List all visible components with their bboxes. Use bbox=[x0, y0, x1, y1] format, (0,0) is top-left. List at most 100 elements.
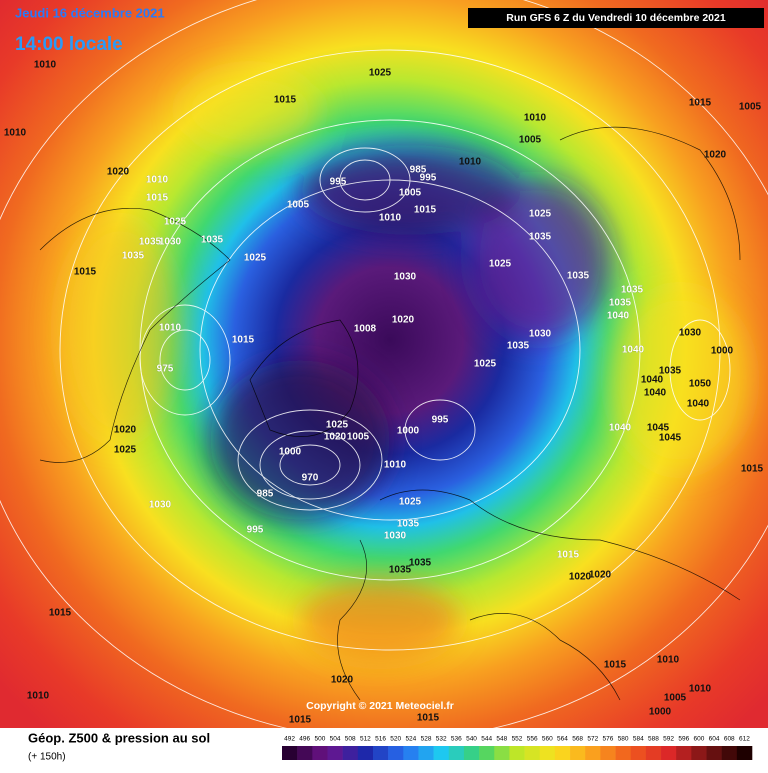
pressure-label: 1010 bbox=[27, 691, 50, 702]
colorbar-swatch bbox=[372, 746, 389, 760]
colorbar-swatch bbox=[630, 746, 647, 760]
pressure-label: 1005 bbox=[664, 693, 687, 704]
colorbar-label: 596 bbox=[678, 736, 689, 743]
pressure-label: 1005 bbox=[739, 102, 762, 113]
pressure-label: 1025 bbox=[399, 497, 422, 508]
colorbar-swatch bbox=[433, 746, 450, 760]
pressure-label: 1035 bbox=[621, 285, 644, 296]
pressure-label: 1040 bbox=[641, 375, 664, 386]
colorbar-label: 528 bbox=[421, 736, 432, 743]
colorbar-label: 504 bbox=[330, 736, 341, 743]
pressure-label: 995 bbox=[330, 177, 347, 188]
forecast-date: Jeudi 16 décembre 2021 bbox=[15, 5, 165, 20]
colorbar-swatch bbox=[691, 746, 707, 760]
colorbar-swatch bbox=[282, 746, 298, 760]
colorbar-swatch bbox=[327, 746, 343, 760]
pressure-label: 1035 bbox=[507, 341, 530, 352]
pressure-label: 1035 bbox=[122, 251, 145, 262]
colorbar-swatch bbox=[297, 746, 313, 760]
pressure-label: 1020 bbox=[704, 150, 727, 161]
colorbar-swatch bbox=[585, 746, 601, 760]
pressure-label: 1030 bbox=[384, 531, 407, 542]
pressure-label: 1025 bbox=[244, 253, 267, 264]
pressure-label: 1015 bbox=[604, 660, 627, 671]
pressure-label: 1010 bbox=[379, 213, 402, 224]
pressure-label: 1040 bbox=[644, 388, 667, 399]
pressure-label: 1015 bbox=[689, 98, 712, 109]
pressure-label: 975 bbox=[157, 364, 174, 375]
pressure-label: 1015 bbox=[557, 550, 580, 561]
pressure-label: 1010 bbox=[384, 460, 407, 471]
pressure-label: 995 bbox=[420, 173, 437, 184]
colorbar-swatch bbox=[403, 746, 419, 760]
colorbar-label: 532 bbox=[436, 736, 447, 743]
pressure-label: 1020 bbox=[331, 675, 354, 686]
pressure-label: 1015 bbox=[274, 95, 297, 106]
pressure-label: 1015 bbox=[741, 464, 764, 475]
pressure-label: 1000 bbox=[397, 426, 420, 437]
colorbar-swatch bbox=[448, 746, 465, 760]
pressure-label: 1045 bbox=[659, 433, 682, 444]
pressure-label: 1008 bbox=[354, 324, 377, 335]
colorbar-label: 548 bbox=[496, 736, 507, 743]
pressure-label: 1015 bbox=[232, 335, 255, 346]
pressure-label: 1020 bbox=[392, 315, 415, 326]
colorbar-swatch bbox=[524, 746, 541, 760]
pressure-label: 1030 bbox=[149, 500, 172, 511]
colorbar-swatch bbox=[418, 746, 434, 760]
pressure-label: 1020 bbox=[107, 167, 130, 178]
pressure-label: 995 bbox=[432, 415, 449, 426]
pressure-label: 1025 bbox=[164, 217, 187, 228]
colorbar-swatch bbox=[388, 746, 404, 760]
colorbar-label: 552 bbox=[512, 736, 523, 743]
pressure-label: 1025 bbox=[326, 420, 349, 431]
pressure-label: 1005 bbox=[399, 188, 422, 199]
pressure-label: 1000 bbox=[711, 346, 734, 357]
pressure-label: 1010 bbox=[459, 157, 482, 168]
colorbar-swatch bbox=[342, 746, 359, 760]
pressure-label: 1040 bbox=[609, 423, 632, 434]
colorbar-swatch bbox=[509, 746, 525, 760]
pressure-label: 1010 bbox=[657, 655, 680, 666]
pressure-label: 1035 bbox=[659, 366, 682, 377]
forecast-time: 14:00 locale bbox=[15, 34, 123, 55]
pressure-label: 1010 bbox=[34, 60, 57, 71]
colorbar-label: 556 bbox=[527, 736, 538, 743]
pressure-label: 1010 bbox=[146, 175, 169, 186]
legend-title: Géop. Z500 & pression au sol bbox=[28, 730, 210, 745]
pressure-label: 1035 bbox=[201, 235, 224, 246]
pressure-label: 1025 bbox=[369, 68, 392, 79]
pressure-label: 1040 bbox=[622, 345, 645, 356]
pressure-label: 1020 bbox=[589, 570, 612, 581]
field-blobs bbox=[60, 70, 750, 660]
colorbar-label: 568 bbox=[572, 736, 583, 743]
colorbar-label: 600 bbox=[694, 736, 705, 743]
colorbar-swatch bbox=[479, 746, 495, 760]
pressure-label: 1015 bbox=[146, 193, 169, 204]
pressure-label: 1035 bbox=[567, 271, 590, 282]
pressure-label: 1045 bbox=[647, 423, 670, 434]
colorbar-label: 536 bbox=[451, 736, 462, 743]
colorbar-label: 588 bbox=[648, 736, 659, 743]
pressure-label: 970 bbox=[302, 473, 319, 484]
pressure-label: 1010 bbox=[524, 113, 547, 124]
pressure-label: 1035 bbox=[409, 558, 432, 569]
colorbar-label: 608 bbox=[724, 736, 735, 743]
pressure-label: 1000 bbox=[649, 707, 672, 718]
colorbar-label: 524 bbox=[405, 736, 416, 743]
colorbar-swatch bbox=[721, 746, 738, 760]
colorbar-swatch bbox=[357, 746, 374, 760]
copyright: Copyright © 2021 Meteociel.fr bbox=[306, 700, 454, 712]
colorbar-label: 516 bbox=[375, 736, 386, 743]
pressure-label: 1025 bbox=[474, 359, 497, 370]
colorbar-swatch bbox=[554, 746, 571, 760]
pressure-label: 1000 bbox=[279, 447, 302, 458]
colorbar-swatch bbox=[312, 746, 328, 760]
pressure-label: 1015 bbox=[49, 608, 72, 619]
colorbar-label: 592 bbox=[663, 736, 674, 743]
legend-lead: (+ 150h) bbox=[28, 752, 66, 763]
run-box bbox=[468, 8, 764, 28]
colorbar-label: 500 bbox=[314, 736, 325, 743]
pressure-label: 1030 bbox=[394, 272, 417, 283]
